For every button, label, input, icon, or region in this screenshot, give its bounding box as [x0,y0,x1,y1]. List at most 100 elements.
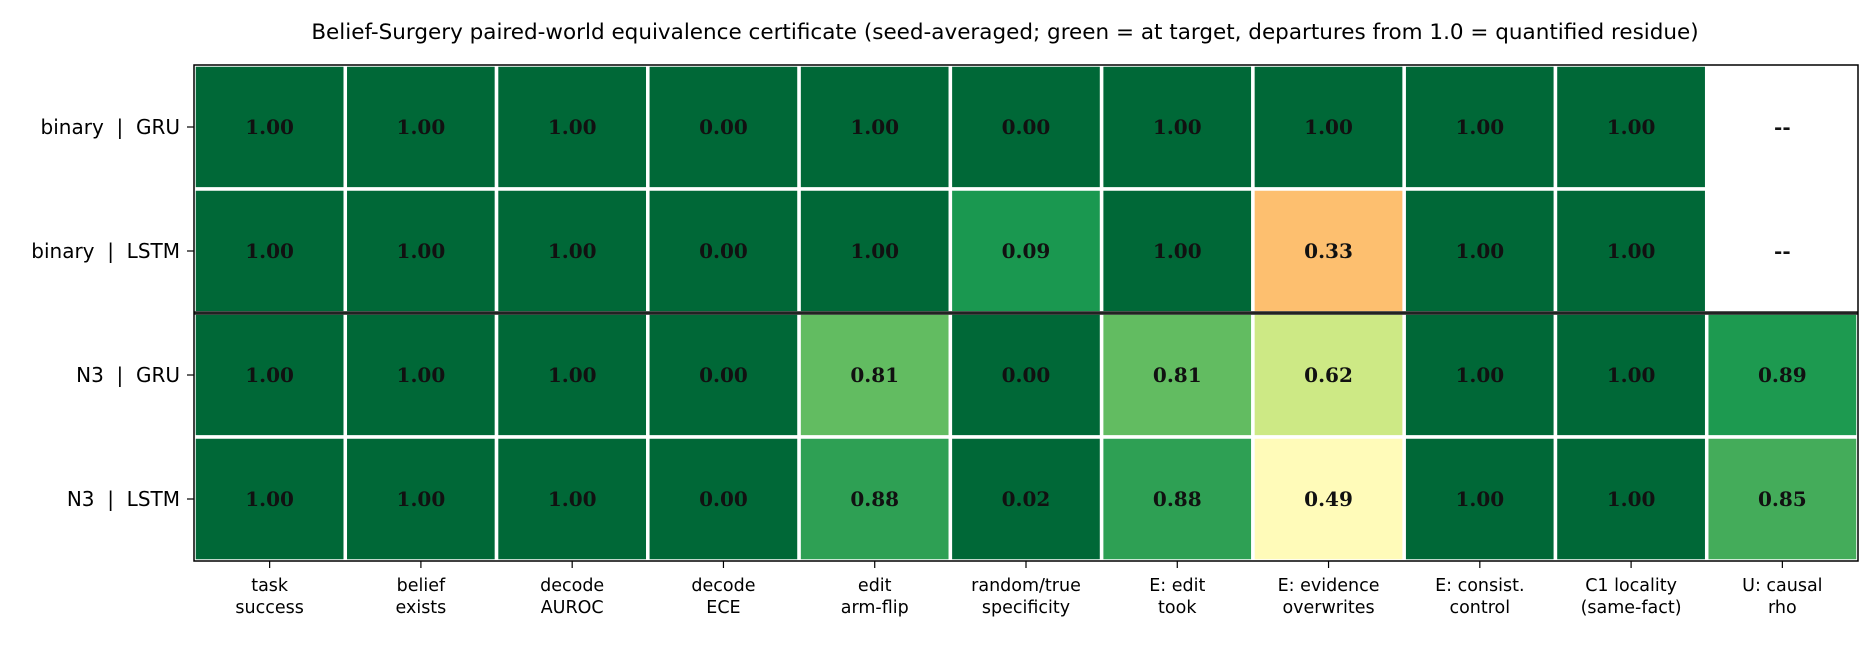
cell-value-label: 1.00 [245,115,294,139]
heatmap-cell [1099,435,1255,563]
heatmap-cell [1402,435,1558,563]
column-label: E: edit took [1149,576,1205,618]
column-label: E: evidence overwrites [1278,576,1380,618]
column-label-line: control [1449,598,1510,618]
column-label-line: specificity [982,598,1070,618]
row-labels: binary | GRU binary | LSTM N3 | GRU N3 | LS… [31,115,194,511]
cell-value-label: 1.00 [1304,115,1353,139]
cell-value-label: 1.00 [548,239,597,263]
cell-value-label: 1.00 [1607,363,1656,387]
cell-value-label: 1.00 [1153,115,1202,139]
heatmap-cell [1099,187,1255,315]
column-label: edit arm-flip [841,576,909,618]
cell-value-label: 0.00 [699,487,748,511]
cell-value-label: 1.00 [397,363,446,387]
column-label-line: E: consist. [1435,576,1524,596]
row-label: binary | LSTM [31,239,180,263]
cell-value-label: 1.00 [548,487,597,511]
column-label-line: U: causal [1742,576,1822,596]
column-label-line: E: edit [1149,576,1205,596]
column-label: U: causal rho [1742,576,1822,618]
column-label: C1 locality (same-fact) [1581,576,1682,618]
cell-value-label: -- [1774,115,1791,139]
column-label-line: random/true [971,576,1081,596]
cell-value-label: 0.00 [699,363,748,387]
column-label-line: task [251,576,289,596]
cell-value-label: 1.00 [397,487,446,511]
cell-value-label: 1.00 [1607,115,1656,139]
heatmap-cell [1099,311,1255,439]
cell-value-label: 1.00 [245,487,294,511]
cell-value-label: 0.00 [699,239,748,263]
cell-value-label: 0.33 [1304,239,1353,263]
heatmap-cell [646,435,801,563]
heatmap-cell [1704,187,1860,315]
cell-value-label: 0.88 [1153,487,1202,511]
column-label-line: arm-flip [841,598,909,618]
cell-value-label: 0.49 [1304,487,1353,511]
cell-value-label: 0.85 [1758,487,1807,511]
heatmap-cell [494,435,650,563]
column-label: belief exists [396,576,447,618]
cell-value-label: 1.00 [1455,115,1504,139]
column-label: random/true specificity [971,576,1081,618]
cell-value-label: 1.00 [548,115,597,139]
cell-value-label: 0.02 [1002,487,1051,511]
row-label: binary | GRU [41,115,180,139]
column-label-line: decode [691,576,755,596]
cell-value-label: 1.00 [1455,487,1504,511]
heatmap-cell [1402,187,1558,315]
column-label-line: AUROC [541,598,604,618]
row-label: N3 | GRU [76,363,180,387]
cell-value-label: 1.00 [548,363,597,387]
column-label-line: rho [1768,598,1797,618]
cell-value-label: -- [1774,239,1791,263]
cell-value-label: 1.00 [397,115,446,139]
heatmap-cell [192,187,348,315]
column-label-line: decode [540,576,604,596]
heatmap-cell [797,311,953,439]
heatmap-cell [797,187,953,315]
heatmap-cell [948,311,1104,439]
column-label: decode AUROC [540,576,604,618]
column-label-line: success [235,598,303,618]
column-label: task success [235,576,303,618]
cell-value-label: 1.00 [850,115,899,139]
heatmap-cell [1553,63,1709,191]
heatmap-cell [1553,187,1709,315]
cell-value-label: 1.00 [1153,239,1202,263]
column-label-line: took [1158,598,1197,618]
cell-value-label: 0.09 [1002,239,1051,263]
column-label-line: belief [397,576,446,596]
column-label: E: consist. control [1435,576,1524,618]
cell-value-label: 0.00 [1002,363,1051,387]
row-label: N3 | LSTM [67,487,180,511]
heatmap-cell [192,311,348,439]
chart-title: Belief-Surgery paired-world equivalence … [311,20,1698,45]
column-label-line: edit [858,576,892,596]
column-label-line: exists [396,598,447,618]
cell-value-label: 1.00 [245,239,294,263]
plot-frame [193,64,1859,562]
heatmap-cell [343,63,499,191]
cell-value-label: 0.81 [850,363,899,387]
cell-value-label: 0.89 [1758,363,1807,387]
cell-value-label: 0.62 [1304,363,1353,387]
heatmap-cell [1251,187,1406,315]
heatmap-cell [494,187,650,315]
cell-value-label: 0.88 [850,487,899,511]
column-label-line: E: evidence [1278,576,1380,596]
column-label-line: ECE [706,598,740,618]
heatmap-cell-labels: 1.00 1.00 1.00 0.00 1.00 0.00 1.00 1.00 1.00 1.00… [245,115,1806,511]
heatmap-cells [192,63,1860,563]
heatmap-cell [948,187,1104,315]
cell-value-label: 1.00 [397,239,446,263]
column-label-line: overwrites [1282,598,1374,618]
cell-value-label: 0.00 [1002,115,1051,139]
cell-value-label: 1.00 [1455,363,1504,387]
column-label: decode ECE [691,576,755,618]
cell-value-label: 1.00 [1607,487,1656,511]
heatmap-cell [1251,63,1406,191]
